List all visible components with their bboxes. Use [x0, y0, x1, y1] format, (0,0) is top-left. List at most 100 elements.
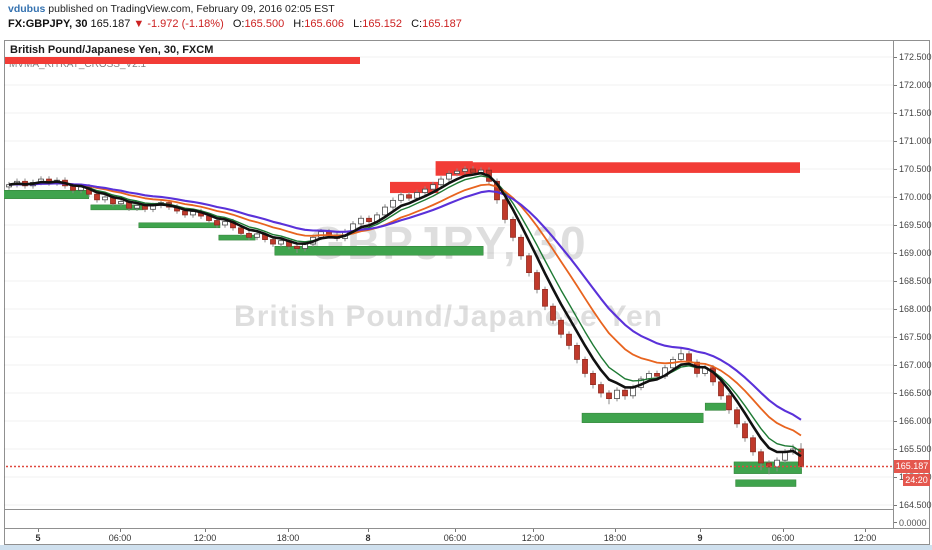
down-candle: [510, 218, 516, 238]
up-candle: [222, 221, 228, 226]
down-candle: [654, 372, 660, 377]
time-tick-mark: [783, 529, 784, 532]
support-zone: [4, 190, 90, 199]
price-tick-label: 172.500: [899, 52, 932, 62]
time-label-day: 8: [365, 533, 371, 543]
down-candle: [582, 358, 588, 374]
price-axis[interactable]: 0.0000 172.500 172.000 171.500 171.000 170.5…: [894, 40, 932, 528]
price-tick-label: 169.500: [899, 220, 932, 230]
down-candle: [470, 168, 476, 173]
price-tick-mark: [894, 449, 897, 450]
up-candle: [118, 201, 124, 205]
time-tick-mark: [533, 529, 534, 532]
ma-line-purple: [8, 182, 802, 421]
down-candle: [622, 389, 628, 397]
down-candle: [758, 451, 764, 464]
down-candle: [750, 437, 756, 453]
author-link[interactable]: vdubus: [8, 3, 46, 15]
price-tick-mark: [894, 57, 897, 58]
ohlc-line: FX:GBPJPY, 30 165.187 ▼ -1.972 (-1.18%) …: [8, 18, 928, 30]
price-tick-label: 172.000: [899, 80, 932, 90]
price-tick-label: 171.500: [899, 108, 932, 118]
down-candle: [606, 392, 612, 399]
up-candle: [614, 389, 620, 400]
price-tick-mark: [894, 169, 897, 170]
published-line: vdubus published on TradingView.com, Feb…: [8, 3, 928, 15]
axis-separator: [893, 40, 894, 528]
time-label-day: 5: [35, 533, 41, 543]
up-candle: [678, 353, 684, 360]
price-tick-mark: [894, 113, 897, 114]
down-candle: [246, 232, 252, 238]
down-candle: [766, 462, 772, 468]
last-price: 165.187: [90, 18, 131, 30]
published-text: published on TradingView.com, February 0…: [45, 3, 335, 15]
price-tick-mark: [894, 393, 897, 394]
price-tick-mark: [894, 85, 897, 86]
support-zone: [581, 412, 704, 423]
candlestick-chart[interactable]: [4, 40, 893, 509]
down-candle: [494, 180, 500, 201]
down-candle: [238, 227, 244, 234]
time-tick-mark: [455, 529, 456, 532]
price-tick-mark: [894, 141, 897, 142]
up-candle: [358, 217, 364, 225]
up-candle: [134, 204, 140, 209]
up-candle: [454, 170, 460, 174]
snapshot-header: vdubus published on TradingView.com, Feb…: [8, 3, 928, 30]
down-candle: [94, 193, 100, 201]
down-candle: [534, 272, 540, 290]
down-candle: [798, 448, 804, 467]
down-candle: [574, 344, 580, 360]
down-candle: [542, 288, 548, 307]
time-label: 06:00: [108, 533, 132, 543]
ma-line-green: [8, 175, 802, 453]
down-candle: [518, 236, 524, 257]
down-candle: [726, 395, 732, 411]
pane-separator[interactable]: [4, 509, 893, 510]
up-candle: [102, 196, 108, 201]
close-value: 165.187: [422, 18, 462, 30]
open-label: O:: [232, 18, 245, 30]
support-zone: [735, 479, 797, 487]
time-label-day: 9: [697, 533, 703, 543]
bar-countdown-flag: 24:20: [903, 474, 930, 487]
time-axis-separator: [4, 528, 930, 529]
price-tick-mark: [894, 225, 897, 226]
down-candle: [366, 217, 372, 223]
price-tick-mark: [894, 421, 897, 422]
time-label: 12:00: [193, 533, 217, 543]
price-tick-mark: [894, 197, 897, 198]
time-axis[interactable]: 5 06:00 12:00 18:00 8 06:00 12:00 18:00 9 06:00 12…: [4, 529, 930, 545]
main-chart-pane[interactable]: GBPJPY, 30 British Pound/Japanese Yen Br…: [4, 40, 893, 509]
time-tick-mark: [38, 529, 39, 532]
down-candle: [598, 384, 604, 394]
down-candle: [502, 199, 508, 220]
pane-title: British Pound/Japanese Yen, 30, FXCM: [10, 44, 214, 56]
down-candle: [590, 372, 596, 385]
down-candle: [566, 333, 572, 346]
down-candle: [214, 220, 220, 226]
price-tick-label: 165.500: [899, 444, 932, 454]
up-candle: [774, 459, 780, 468]
time-label: 06:00: [771, 533, 795, 543]
price-tick-label: 166.000: [899, 416, 932, 426]
current-price-flag: 165.187: [894, 460, 930, 474]
down-candle: [182, 210, 188, 216]
high-value: 165.606: [304, 18, 345, 30]
price-tick-label: 170.000: [899, 192, 932, 202]
indicator-name-label[interactable]: MVMA_KITKAT_CROSS_V2.1: [9, 59, 147, 70]
up-candle: [422, 188, 428, 193]
up-candle: [398, 194, 404, 201]
time-tick-mark: [700, 529, 701, 532]
price-tick-mark: [894, 281, 897, 282]
down-candle: [294, 245, 300, 249]
time-tick-mark: [288, 529, 289, 532]
time-tick-mark: [368, 529, 369, 532]
resistance-zone: [435, 161, 473, 176]
price-tick-mark: [894, 253, 897, 254]
down-candle: [270, 239, 276, 245]
price-tick-mark: [894, 365, 897, 366]
resistance-zone: [467, 162, 800, 173]
